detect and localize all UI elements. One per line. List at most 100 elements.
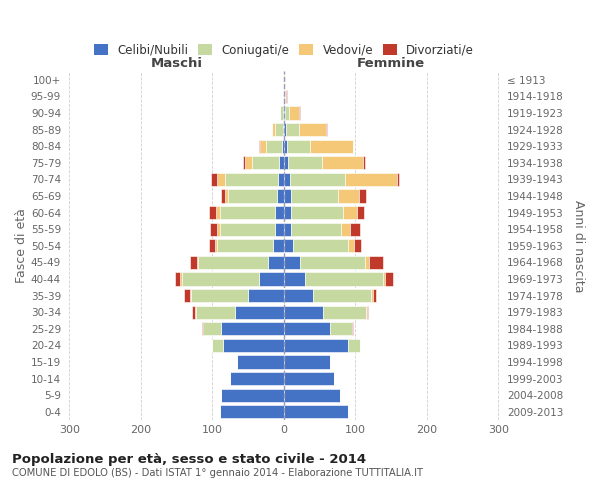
Bar <box>184 289 190 302</box>
Bar <box>299 123 326 136</box>
Bar <box>260 140 266 153</box>
Bar <box>252 156 279 170</box>
Bar <box>223 339 284 352</box>
Bar <box>284 123 286 136</box>
Bar <box>284 106 286 120</box>
Text: COMUNE DI EDOLO (BS) - Dati ISTAT 1° gennaio 2014 - Elaborazione TUTTITALIA.IT: COMUNE DI EDOLO (BS) - Dati ISTAT 1° gen… <box>12 468 423 478</box>
Bar <box>284 156 287 170</box>
Bar <box>191 289 248 302</box>
Y-axis label: Anni di nascita: Anni di nascita <box>572 200 585 292</box>
Bar <box>284 405 349 418</box>
Bar <box>290 172 346 186</box>
Bar <box>284 356 331 368</box>
Bar <box>284 289 313 302</box>
Bar <box>196 306 235 319</box>
Text: Maschi: Maschi <box>151 57 203 70</box>
Bar <box>235 306 284 319</box>
Bar <box>192 306 196 319</box>
Bar <box>346 172 397 186</box>
Bar <box>211 222 217 236</box>
Bar <box>198 256 268 269</box>
Bar <box>287 156 322 170</box>
Bar <box>284 272 305 285</box>
Bar <box>286 90 287 103</box>
Bar <box>275 206 284 219</box>
Bar <box>242 156 245 170</box>
Bar <box>245 156 252 170</box>
Bar <box>322 156 364 170</box>
Bar <box>284 140 287 153</box>
Bar <box>369 256 383 269</box>
Bar <box>182 272 259 285</box>
Bar <box>217 239 273 252</box>
Text: Femmine: Femmine <box>357 57 425 70</box>
Bar <box>216 206 220 219</box>
Bar <box>283 123 284 136</box>
Bar <box>385 272 394 285</box>
Bar <box>371 289 373 302</box>
Bar <box>272 123 275 136</box>
Bar <box>278 172 284 186</box>
Bar <box>364 156 365 170</box>
Bar <box>217 172 224 186</box>
Bar <box>190 289 191 302</box>
Bar <box>359 190 366 202</box>
Bar <box>209 206 216 219</box>
Bar <box>299 106 300 120</box>
Bar <box>284 206 291 219</box>
Bar <box>343 206 357 219</box>
Bar <box>238 356 284 368</box>
Bar <box>357 206 364 219</box>
Bar <box>259 272 284 285</box>
Bar <box>175 272 180 285</box>
Bar <box>190 256 197 269</box>
Bar <box>341 222 350 236</box>
Bar <box>373 289 376 302</box>
Bar <box>259 140 260 153</box>
Bar <box>217 222 220 236</box>
Bar <box>305 272 383 285</box>
Bar <box>224 172 278 186</box>
Bar <box>313 289 371 302</box>
Bar <box>291 190 338 202</box>
Bar <box>349 239 354 252</box>
Bar <box>310 140 353 153</box>
Bar <box>383 272 385 285</box>
Bar <box>268 256 284 269</box>
Bar <box>202 322 203 336</box>
Bar <box>284 239 293 252</box>
Bar <box>284 372 334 386</box>
Bar <box>284 90 286 103</box>
Bar <box>275 222 284 236</box>
Bar <box>180 272 182 285</box>
Bar <box>220 206 275 219</box>
Bar <box>279 156 284 170</box>
Bar <box>273 239 284 252</box>
Bar <box>331 322 352 336</box>
Bar <box>397 172 399 186</box>
Bar <box>284 172 290 186</box>
Bar <box>221 388 284 402</box>
Bar <box>280 106 283 120</box>
Bar <box>293 239 349 252</box>
Bar <box>291 206 343 219</box>
Bar <box>221 322 284 336</box>
Bar <box>220 405 284 418</box>
Bar <box>349 339 360 352</box>
Bar <box>230 372 284 386</box>
Bar <box>284 222 291 236</box>
Bar <box>209 239 215 252</box>
Bar <box>277 190 284 202</box>
Bar <box>365 256 369 269</box>
Bar <box>366 306 367 319</box>
Bar <box>326 123 327 136</box>
Bar <box>284 388 340 402</box>
Text: Popolazione per età, sesso e stato civile - 2014: Popolazione per età, sesso e stato civil… <box>12 452 366 466</box>
Bar <box>211 172 217 186</box>
Bar <box>284 256 300 269</box>
Bar <box>215 239 217 252</box>
Bar <box>197 256 198 269</box>
Bar <box>338 190 359 202</box>
Bar <box>282 140 284 153</box>
Bar <box>286 123 299 136</box>
